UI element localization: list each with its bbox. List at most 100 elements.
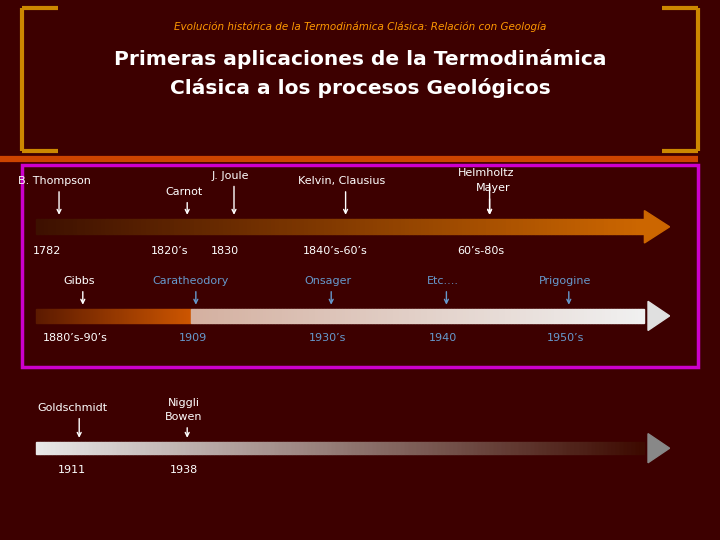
Bar	[160, 309, 161, 322]
Bar	[636, 219, 640, 234]
Bar	[96, 309, 97, 322]
Bar	[112, 309, 114, 322]
Bar	[604, 442, 608, 454]
Bar	[418, 442, 421, 454]
Bar	[342, 309, 345, 322]
Bar	[511, 309, 514, 322]
Bar	[64, 442, 68, 454]
Bar	[266, 309, 269, 322]
Bar	[107, 309, 108, 322]
Bar	[300, 219, 304, 234]
Bar	[106, 309, 107, 322]
Bar	[57, 309, 58, 322]
Bar	[48, 309, 50, 322]
Bar	[84, 309, 86, 322]
Bar	[472, 309, 475, 322]
Bar	[279, 442, 284, 454]
Bar	[539, 309, 541, 322]
Bar	[197, 309, 200, 322]
Bar	[121, 219, 125, 234]
Text: J. Joule: J. Joule	[212, 171, 249, 181]
Bar	[212, 309, 215, 322]
Bar	[600, 442, 604, 454]
Bar	[518, 309, 521, 322]
Bar	[433, 442, 438, 454]
Bar	[121, 309, 122, 322]
Bar	[120, 309, 121, 322]
Bar	[450, 442, 454, 454]
Bar	[352, 219, 356, 234]
Bar	[98, 309, 99, 322]
Bar	[583, 219, 588, 234]
Bar	[315, 309, 318, 322]
Bar	[261, 309, 264, 322]
Bar	[133, 442, 138, 454]
Bar	[539, 442, 543, 454]
Bar	[37, 309, 38, 322]
Bar	[413, 442, 418, 454]
Bar	[506, 219, 510, 234]
Bar	[503, 309, 505, 322]
Bar	[122, 309, 124, 322]
Bar	[316, 219, 320, 234]
Bar	[642, 309, 644, 322]
Bar	[243, 442, 247, 454]
Bar	[48, 219, 53, 234]
Bar	[67, 309, 68, 322]
Bar	[569, 309, 572, 322]
Bar	[373, 442, 377, 454]
Bar	[101, 219, 105, 234]
Bar	[557, 309, 559, 322]
Bar	[441, 219, 446, 234]
Bar	[198, 219, 202, 234]
Bar	[632, 219, 636, 234]
Bar	[352, 442, 356, 454]
Text: Helmholtz: Helmholtz	[458, 168, 514, 178]
Bar	[41, 309, 42, 322]
Bar	[109, 442, 113, 454]
Bar	[263, 219, 267, 234]
Bar	[412, 309, 415, 322]
Bar	[255, 219, 259, 234]
Text: 1940: 1940	[428, 333, 457, 343]
Bar	[543, 442, 547, 454]
Bar	[536, 309, 539, 322]
Bar	[448, 309, 451, 322]
Bar	[271, 219, 275, 234]
Bar	[402, 309, 405, 322]
Bar	[486, 442, 490, 454]
Bar	[132, 309, 133, 322]
Bar	[115, 309, 117, 322]
Bar	[60, 219, 64, 234]
Bar	[247, 219, 251, 234]
Text: Caratheodory: Caratheodory	[153, 276, 229, 286]
Bar	[138, 309, 139, 322]
Bar	[397, 219, 401, 234]
Bar	[130, 219, 133, 234]
Bar	[523, 309, 526, 322]
Bar	[361, 442, 364, 454]
Bar	[76, 219, 81, 234]
Bar	[239, 309, 242, 322]
Bar	[595, 442, 600, 454]
Bar	[166, 219, 170, 234]
Bar	[145, 219, 150, 234]
Text: 1782: 1782	[32, 246, 61, 256]
Bar	[263, 442, 267, 454]
Bar	[150, 442, 153, 454]
Bar	[56, 219, 60, 234]
Bar	[108, 309, 109, 322]
Bar	[628, 219, 632, 234]
Bar	[605, 309, 608, 322]
Bar	[481, 309, 484, 322]
Bar	[294, 309, 297, 322]
Bar	[364, 219, 369, 234]
Bar	[554, 309, 557, 322]
Bar	[140, 309, 141, 322]
Bar	[141, 442, 145, 454]
Bar	[420, 309, 423, 322]
Bar	[526, 309, 529, 322]
Bar	[518, 219, 523, 234]
Bar	[336, 309, 339, 322]
Bar	[161, 309, 162, 322]
